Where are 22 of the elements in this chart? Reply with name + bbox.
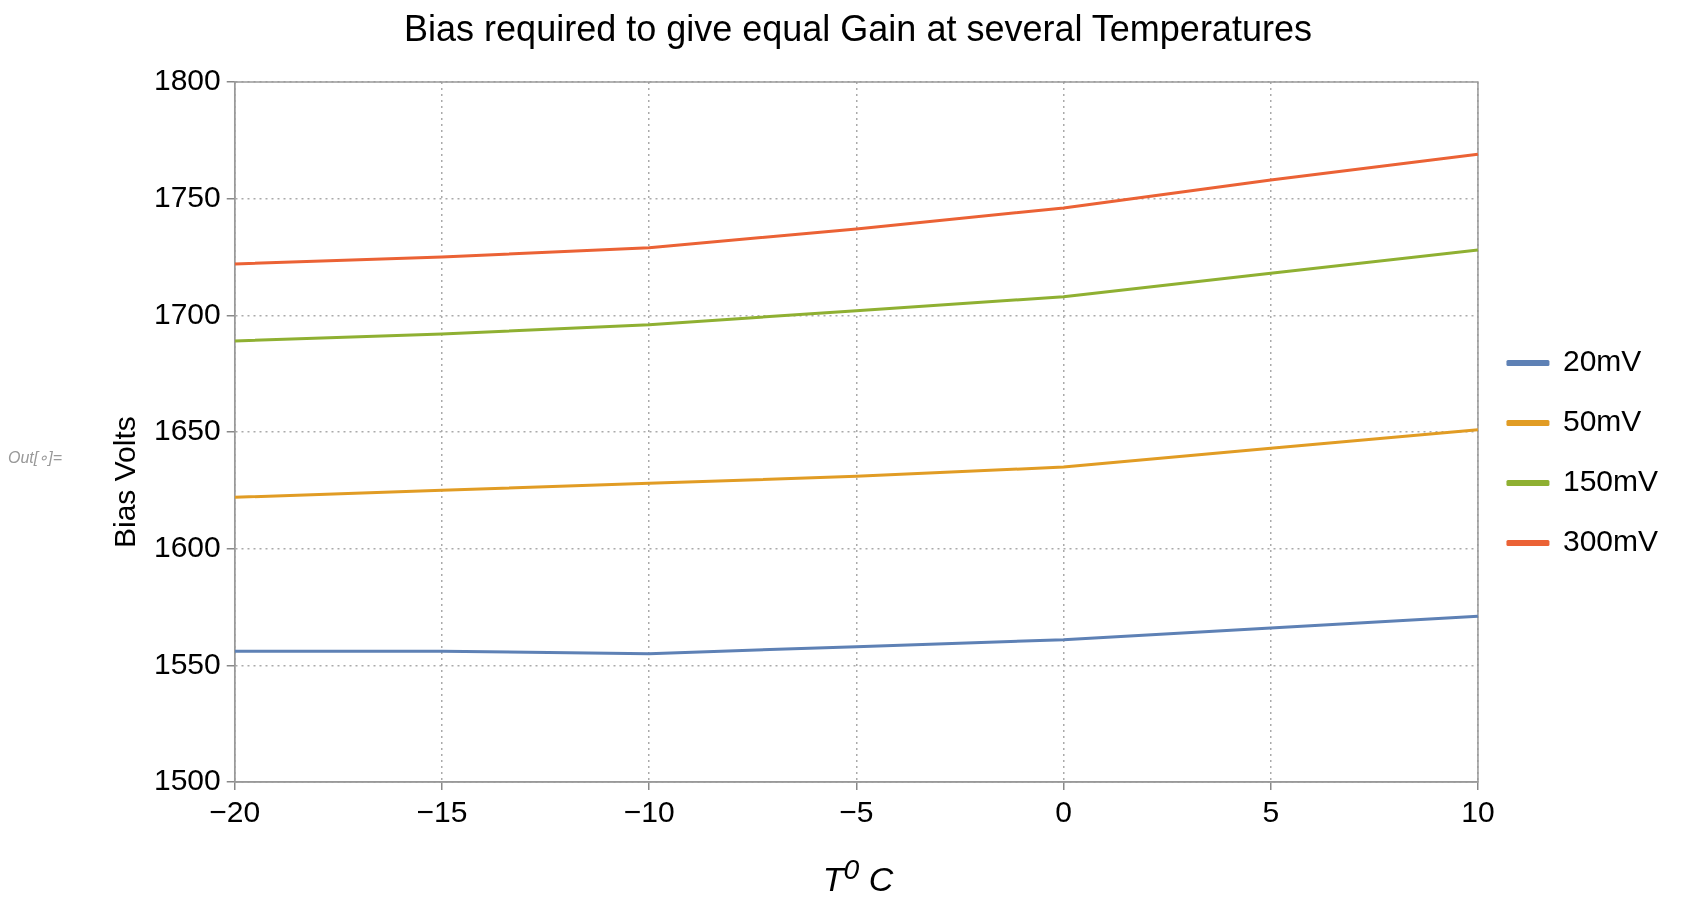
chart-title: Bias required to give equal Gain at several Temperatures: [403, 8, 1313, 51]
y-tick-label: 1650: [153, 413, 221, 447]
y-axis-title: Bias Volts: [108, 416, 142, 548]
x-tick-label: 10: [1461, 795, 1495, 829]
legend-label: 50mV: [1562, 404, 1642, 438]
y-tick-label: 1750: [153, 179, 221, 213]
y-tick-label: 1500: [153, 763, 221, 797]
y-tick-label: 1600: [153, 529, 221, 563]
y-tick-label: 1800: [153, 63, 221, 97]
x-tick-label: −20: [209, 795, 261, 829]
text: Out[∘]=: [8, 448, 63, 467]
x-tick-label: −10: [623, 795, 675, 829]
y-tick-label: 1700: [153, 296, 221, 330]
x-tick-label: 5: [1262, 795, 1280, 829]
legend-label: 20mV: [1562, 344, 1642, 378]
legend-label: 150mV: [1562, 464, 1659, 498]
y-tick-label: 1550: [153, 646, 221, 680]
x-tick-label: 0: [1055, 795, 1072, 829]
x-axis-title: T$^{0}$ C: [821, 853, 895, 900]
legend-label: 300mV: [1562, 524, 1659, 558]
x-tick-label: −15: [416, 795, 468, 829]
x-tick-label: −5: [839, 795, 874, 829]
